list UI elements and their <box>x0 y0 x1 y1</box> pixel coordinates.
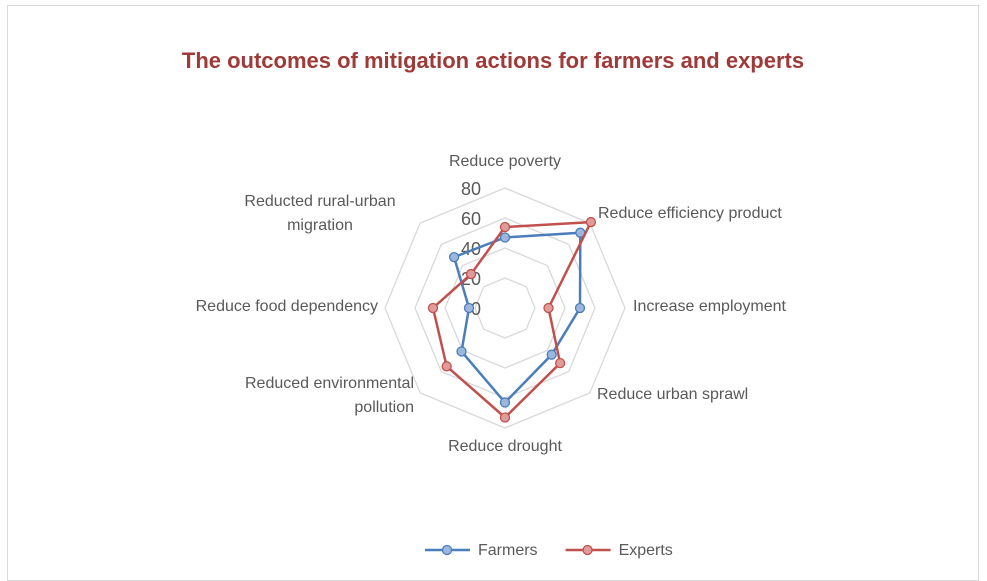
series-marker <box>448 251 460 263</box>
grid-ring <box>474 277 536 339</box>
category-label: Reduce efficiency product <box>598 205 782 222</box>
category-label: Reducted rural-urban migration <box>244 193 396 234</box>
category-label: Reduce food dependency <box>195 298 378 315</box>
series-marker <box>427 302 439 314</box>
r-tick-label: 0 <box>471 299 481 319</box>
category-label: Increase employment <box>633 298 786 315</box>
category-label: Reduce drought <box>448 438 562 455</box>
legend-label: Experts <box>619 542 673 559</box>
series-marker <box>555 358 566 369</box>
series-marker <box>465 268 477 280</box>
r-tick-label: 80 <box>461 179 481 199</box>
grid-ring <box>444 247 566 369</box>
series-marker <box>499 232 511 243</box>
chart-title: The outcomes of mitigation actions for f… <box>182 48 804 73</box>
series-marker <box>463 302 475 314</box>
category-label: Reduce urban sprawl <box>597 386 749 403</box>
series-marker <box>546 349 557 360</box>
series-marker <box>499 412 511 423</box>
series-marker <box>499 221 511 233</box>
chart-frame <box>7 5 979 581</box>
series-marker <box>543 302 554 314</box>
legend-marker <box>582 544 593 556</box>
legend-marker <box>441 544 453 556</box>
legend-label: Farmers <box>478 542 538 559</box>
series-marker <box>456 346 467 357</box>
series-marker <box>499 397 511 408</box>
category-label: Reduced environmental pollution <box>245 375 414 416</box>
series-marker <box>574 302 586 314</box>
category-label: Reduce poverty <box>448 153 562 170</box>
grid-ring <box>384 187 626 429</box>
r-tick-label: 60 <box>461 209 481 229</box>
series-marker <box>441 361 452 372</box>
series-marker <box>585 216 597 228</box>
